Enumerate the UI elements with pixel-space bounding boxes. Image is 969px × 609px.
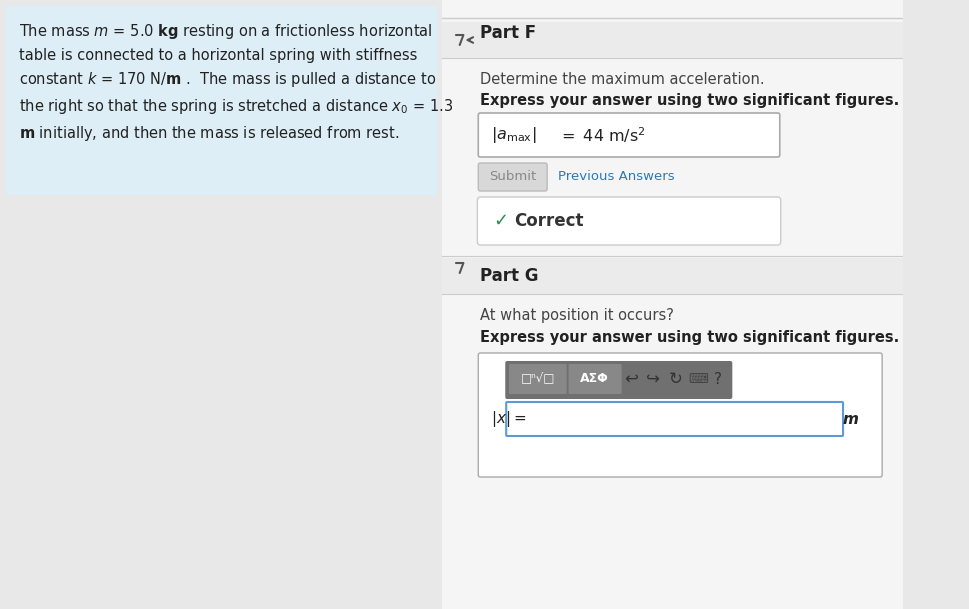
FancyBboxPatch shape — [509, 364, 566, 394]
Text: ?: ? — [713, 371, 722, 387]
Text: m: m — [842, 412, 858, 426]
FancyBboxPatch shape — [477, 197, 780, 245]
Text: Submit: Submit — [488, 171, 536, 183]
Text: Part G: Part G — [480, 267, 538, 285]
FancyBboxPatch shape — [478, 113, 779, 157]
Text: Correct: Correct — [514, 212, 582, 230]
Text: ↪: ↪ — [645, 370, 660, 388]
Text: Express your answer using two significant figures.: Express your answer using two significan… — [480, 330, 898, 345]
Text: Express your answer using two significant figures.: Express your answer using two significan… — [480, 93, 898, 108]
Text: $= \ 44 \ \mathrm{m/s}^2$: $= \ 44 \ \mathrm{m/s}^2$ — [558, 125, 645, 145]
FancyBboxPatch shape — [442, 22, 902, 58]
Text: $|a_\mathrm{max}|$: $|a_\mathrm{max}|$ — [491, 125, 536, 145]
Text: ↻: ↻ — [668, 370, 682, 388]
FancyBboxPatch shape — [505, 361, 732, 399]
Text: At what position it occurs?: At what position it occurs? — [480, 308, 673, 323]
FancyBboxPatch shape — [6, 6, 437, 195]
Text: ΑΣΦ: ΑΣΦ — [579, 373, 609, 385]
Text: ⌨: ⌨ — [687, 372, 707, 386]
FancyBboxPatch shape — [478, 163, 547, 191]
FancyBboxPatch shape — [478, 353, 881, 477]
Text: Previous Answers: Previous Answers — [558, 171, 674, 183]
Text: ↩: ↩ — [623, 370, 638, 388]
FancyBboxPatch shape — [568, 364, 621, 394]
FancyBboxPatch shape — [506, 402, 842, 436]
Text: ✓: ✓ — [492, 212, 508, 230]
Text: Determine the maximum acceleration.: Determine the maximum acceleration. — [480, 72, 764, 87]
FancyBboxPatch shape — [442, 258, 902, 294]
Text: The mass $m$ = 5.0 $\bf{kg}$ resting on a frictionless horizontal
table is conne: The mass $m$ = 5.0 $\bf{kg}$ resting on … — [18, 22, 453, 143]
Text: Part F: Part F — [480, 24, 536, 42]
Text: $|x|=$: $|x|=$ — [491, 409, 526, 429]
Text: □ⁿ√□: □ⁿ√□ — [520, 373, 554, 385]
FancyBboxPatch shape — [442, 0, 902, 609]
